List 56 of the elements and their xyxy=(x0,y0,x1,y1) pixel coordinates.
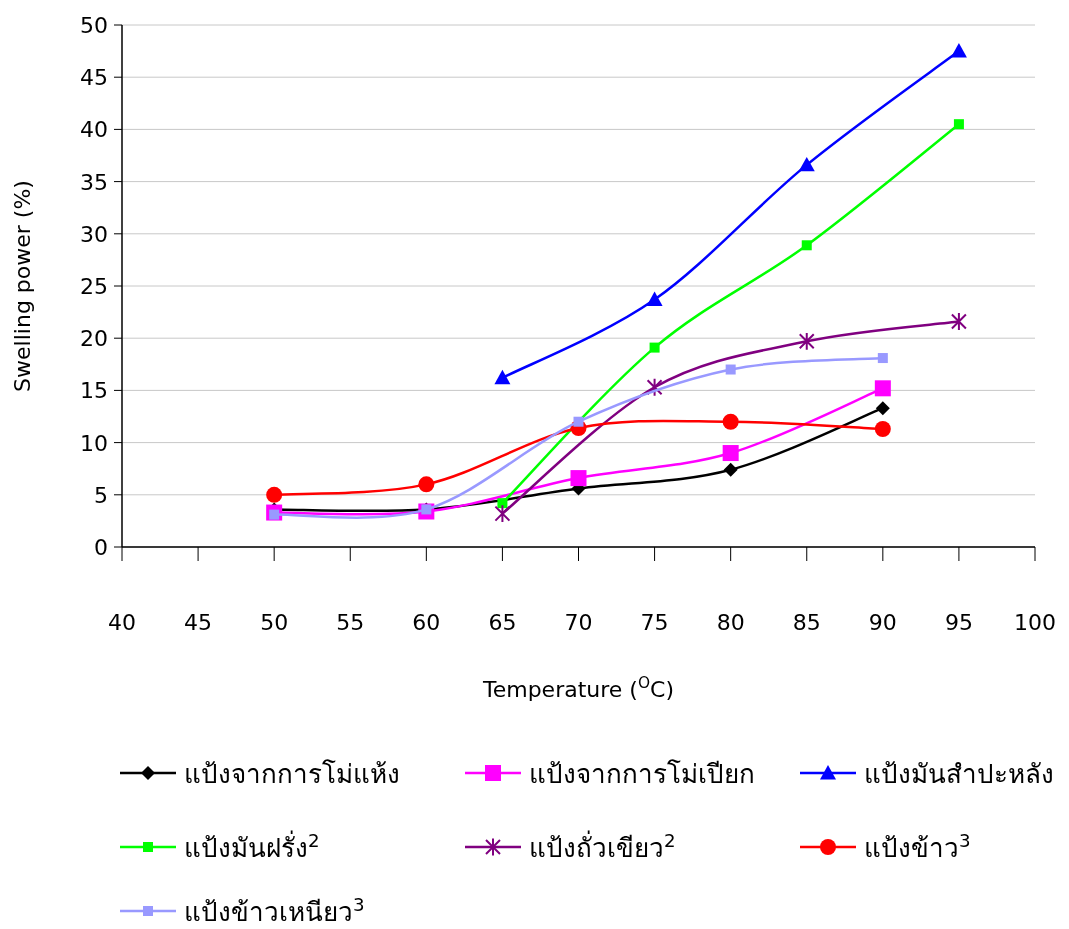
x-tick-label: 70 xyxy=(564,610,593,635)
point xyxy=(877,353,888,364)
point xyxy=(722,445,739,462)
point xyxy=(725,364,736,375)
y-tick-label: 20 xyxy=(80,326,108,352)
point xyxy=(798,156,815,172)
y-tick-label: 35 xyxy=(80,169,108,195)
legend-label: แป้งมันฝรั่ง$^{2}$ xyxy=(184,829,320,863)
point xyxy=(874,380,891,397)
point xyxy=(874,421,891,438)
point xyxy=(646,377,663,397)
point xyxy=(798,331,815,351)
point xyxy=(266,486,283,503)
legend-label: แป้งจากการโม่เปียก xyxy=(529,759,755,789)
x-tick-label: 100 xyxy=(1014,610,1056,635)
x-tick-label: 65 xyxy=(488,610,517,635)
point xyxy=(723,462,738,477)
point xyxy=(649,342,660,353)
x-tick-label: 75 xyxy=(640,610,669,635)
x-tick-label: 90 xyxy=(868,610,897,635)
x-tick-label: 50 xyxy=(260,610,289,635)
y-tick-label: 50 xyxy=(80,13,108,38)
point xyxy=(646,291,663,306)
point xyxy=(494,369,511,385)
y-tick-label: 45 xyxy=(80,65,108,91)
x-axis-title: Temperature ($^{O}$C) xyxy=(481,674,675,702)
point xyxy=(875,401,890,416)
y-tick-label: 30 xyxy=(80,221,108,247)
legend-label: แป้งมันสำปะหลัง xyxy=(864,759,1054,789)
x-tick-label: 45 xyxy=(184,610,213,635)
legend-label: แป้งจากการโม่แห้ง xyxy=(184,759,400,789)
y-tick-label: 15 xyxy=(80,378,108,404)
x-tick-label: 85 xyxy=(792,610,821,635)
x-tick-label: 55 xyxy=(336,610,365,635)
point xyxy=(497,498,508,509)
point xyxy=(722,413,739,430)
point xyxy=(950,312,967,331)
x-tick-label: 60 xyxy=(412,610,441,635)
point xyxy=(494,504,511,523)
point xyxy=(573,416,584,427)
y-axis-title: Swelling power (%) xyxy=(10,180,35,392)
y-tick-label: 0 xyxy=(94,535,108,560)
point xyxy=(801,240,812,251)
point xyxy=(570,470,587,487)
y-tick-label: 10 xyxy=(80,430,108,456)
legend-label: แป้งข้าวเหนียว$^{3}$ xyxy=(184,893,365,927)
point xyxy=(950,43,967,58)
legend-label: แป้งถั่วเขียว$^{2}$ xyxy=(529,829,676,863)
y-tick-label: 5 xyxy=(94,482,108,508)
legend-label: แป้งข้าว$^{3}$ xyxy=(864,829,971,863)
y-tick-label: 40 xyxy=(80,117,108,143)
x-tick-label: 80 xyxy=(716,610,745,635)
point xyxy=(418,476,435,493)
y-tick-label: 25 xyxy=(80,274,108,299)
x-tick-label: 95 xyxy=(944,610,973,635)
point xyxy=(953,119,964,130)
